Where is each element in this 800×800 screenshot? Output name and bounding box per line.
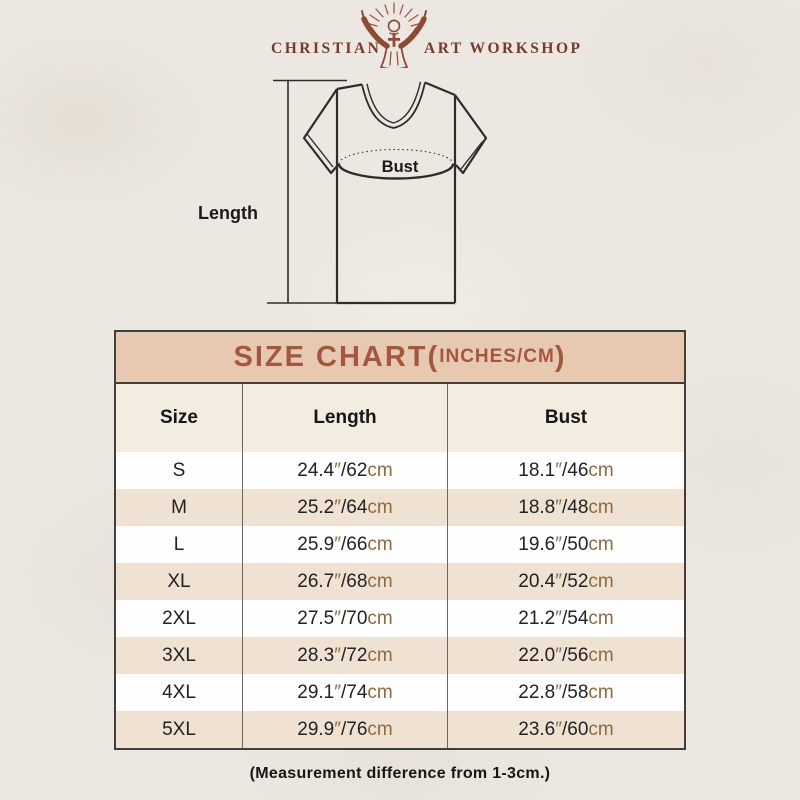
jesus-with-rays-icon [361, 2, 427, 68]
bust-cell: 22.0 ″/56 cm [518, 644, 614, 666]
tshirt-outline [302, 81, 488, 305]
size-cell: 3XL [116, 637, 243, 674]
brand-name-right: ART WORKSHOP [424, 40, 583, 57]
size-cell: L [116, 526, 243, 563]
cross-icon [388, 33, 400, 47]
length-cell: 25.9 ″/66 cm [243, 526, 448, 563]
size-cell: XL [116, 563, 243, 600]
table-row: 4XL 29.1 ″/74 cm 22.8 ″/58 cm [116, 674, 684, 711]
size-chart-title: SIZE CHART(INCHES/CM) [116, 332, 684, 384]
table-row: 3XL 28.3 ″/72 cm 22.0 ″/56 cm [116, 637, 684, 674]
length-cell: 28.3 ″/72 cm [243, 637, 448, 674]
table-row: XL 26.7 ″/68 cm 20.4 ″/52 cm [116, 563, 684, 600]
size-cell: 4XL [116, 674, 243, 711]
bust-line-dotted [338, 148, 454, 165]
bust-cell: 18.1 ″/46 cm [518, 459, 614, 481]
tshirt-measurement-diagram: Bust Length [198, 79, 488, 305]
length-cell: 25.2 ″/64 cm [243, 489, 448, 526]
length-cell: 27.5 ″/70 cm [243, 600, 448, 637]
bust-line-solid [337, 163, 455, 180]
size-table-body: S 24.4 ″/62 cm 18.1 ″/46 cm M 25.2 ″/64 cm 18.8 ″/48… [116, 452, 684, 748]
size-chart-table: SIZE CHART(INCHES/CM) Size Length Bust S… [114, 330, 686, 750]
title-units: INCHES/CM [439, 346, 555, 367]
title-close: ) [554, 340, 567, 373]
length-cell: 26.7 ″/68 cm [243, 563, 448, 600]
size-cell: M [116, 489, 243, 526]
length-cell: 29.1 ″/74 cm [243, 674, 448, 711]
title-main: SIZE CHART( [233, 340, 440, 373]
table-row: 5XL 29.9 ″/76 cm 23.6 ″/60 cm [116, 711, 684, 748]
length-cell: 29.9 ″/76 cm [243, 711, 448, 748]
length-measure-line [267, 79, 347, 304]
table-row: L 25.9 ″/66 cm 19.6 ″/50 cm [116, 526, 684, 563]
bust-cell: 19.6 ″/50 cm [518, 533, 614, 555]
length-cell: 24.4 ″/62 cm [243, 452, 448, 489]
table-row: M 25.2 ″/64 cm 18.8 ″/48 cm [116, 489, 684, 526]
size-cell: 5XL [116, 711, 243, 748]
bust-cell: 20.4 ″/52 cm [518, 570, 614, 592]
table-header-row: Size Length Bust [116, 384, 684, 452]
column-header-bust: Bust [544, 407, 588, 428]
size-cell: 2XL [116, 600, 243, 637]
bust-label: Bust [382, 158, 419, 176]
bust-cell: 22.8 ″/58 cm [518, 681, 614, 703]
bust-cell: 23.6 ″/60 cm [518, 718, 614, 740]
brand-name-left: CHRISTIAN [271, 40, 382, 57]
table-row: S 24.4 ″/62 cm 18.1 ″/46 cm [116, 452, 684, 489]
bust-cell: 18.8 ″/48 cm [518, 496, 614, 518]
size-cell: S [116, 452, 243, 489]
length-label: Length [198, 203, 258, 223]
column-header-size: Size [116, 384, 243, 452]
measurement-note: (Measurement difference from 1-3cm.) [249, 765, 551, 782]
column-header-length: Length [243, 384, 448, 452]
table-row: 2XL 27.5 ″/70 cm 21.2 ″/54 cm [116, 600, 684, 637]
bust-cell: 21.2 ″/54 cm [518, 607, 614, 629]
